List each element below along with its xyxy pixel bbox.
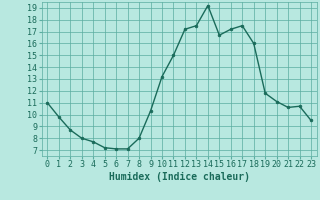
X-axis label: Humidex (Indice chaleur): Humidex (Indice chaleur) xyxy=(109,172,250,182)
